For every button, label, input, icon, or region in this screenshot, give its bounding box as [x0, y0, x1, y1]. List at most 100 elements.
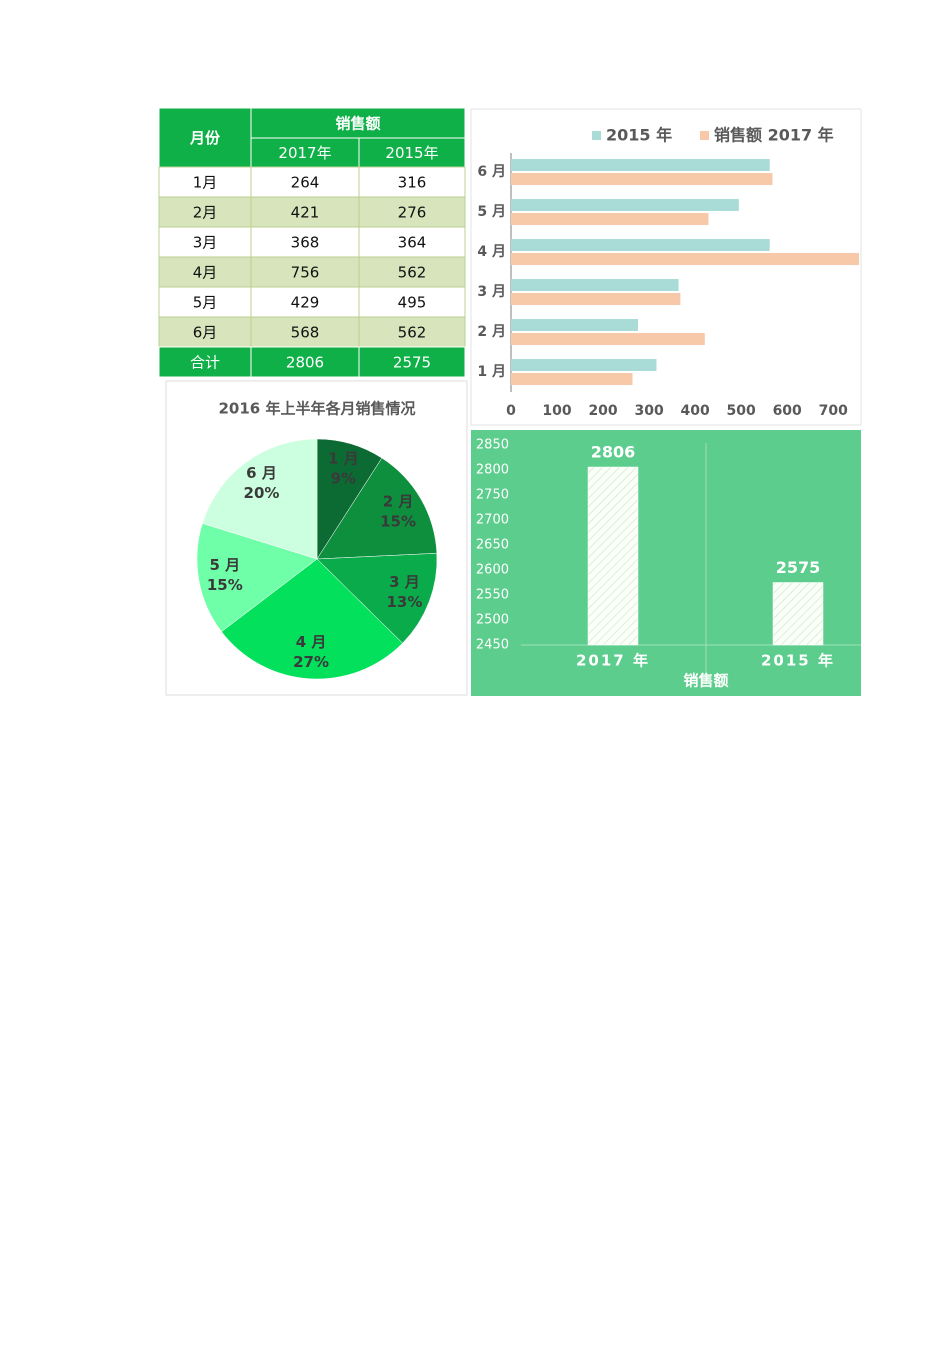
data-label: 2575 [776, 558, 821, 577]
slice-label: 2 月 [383, 493, 414, 511]
table-cell [158, 286, 252, 318]
table-cell-text: 264 [291, 174, 320, 192]
table-cell [358, 316, 466, 348]
chart-title: 2016 年上半年各月销售情况 [219, 400, 416, 418]
table-cell [250, 256, 360, 288]
total-cell: 合计 [190, 354, 220, 372]
slice-value: 15% [207, 576, 243, 594]
bar [511, 293, 681, 305]
slice-label: 6 月 [246, 464, 277, 482]
x-tick-label: 700 [819, 403, 848, 419]
x-tick-label: 0 [506, 403, 516, 419]
x-axis-title: 销售额 [683, 672, 728, 690]
table-cell-text: 562 [398, 264, 427, 282]
table-cell [358, 226, 466, 258]
x-tick-label: 200 [588, 403, 617, 419]
y-tick-label: 3 月 [477, 284, 506, 300]
slice-value: 13% [386, 593, 422, 611]
table-cell [250, 346, 360, 378]
table-cell-text: 495 [398, 294, 427, 312]
slice-label: 5 月 [209, 556, 240, 574]
y-tick-label: 2750 [476, 488, 509, 503]
column-chart-frame [471, 430, 861, 696]
y-tick-label: 2 月 [477, 324, 506, 340]
table-cell [358, 346, 466, 378]
bar [511, 253, 859, 265]
table-cell [158, 107, 252, 168]
bar [511, 199, 739, 211]
slice-value: 20% [244, 484, 280, 502]
bar [511, 359, 657, 371]
y-tick-label: 2800 [476, 463, 509, 478]
pie-slice [221, 558, 403, 680]
legend-swatch [700, 131, 709, 140]
bar [511, 319, 639, 331]
pie-slice [202, 438, 318, 560]
y-tick-label: 6 月 [477, 164, 506, 180]
table-cell [158, 346, 252, 378]
slice-value: 27% [293, 653, 329, 671]
x-tick-label: 400 [681, 403, 710, 419]
x-tick-label: 500 [727, 403, 756, 419]
table-cell [158, 256, 252, 288]
table-cell-text: 1月 [193, 174, 218, 192]
table-cell-text: 4月 [193, 264, 218, 282]
table-cell [158, 196, 252, 228]
header-cell: 2017年 [278, 144, 331, 162]
pie-slice [196, 523, 318, 633]
header-cell: 2015年 [385, 144, 438, 162]
table-cell-text: 364 [398, 234, 427, 252]
table-cell [358, 166, 466, 198]
y-tick-label: 1 月 [477, 364, 506, 380]
bar [511, 239, 770, 251]
bar [511, 159, 770, 171]
x-tick-label: 600 [773, 403, 802, 419]
bar [511, 213, 709, 225]
x-tick-label: 100 [542, 403, 571, 419]
y-tick-label: 4 月 [477, 244, 506, 260]
x-tick-label: 2017 年 [576, 652, 650, 670]
table-cell-text: 276 [398, 204, 427, 222]
bar [587, 466, 639, 646]
bar [511, 333, 705, 345]
y-tick-label: 2550 [476, 588, 509, 603]
y-tick-label: 2650 [476, 538, 509, 553]
bar [511, 279, 679, 291]
pie-slice [316, 457, 438, 560]
table-cell-text: 316 [398, 174, 427, 192]
table-cell [158, 226, 252, 258]
table-cell-text: 756 [291, 264, 320, 282]
table-cell [358, 286, 466, 318]
y-tick-label: 2700 [476, 513, 509, 528]
slice-value: 9% [331, 470, 356, 488]
y-tick-label: 2500 [476, 613, 509, 628]
legend-label: 2015 年 [606, 126, 672, 145]
slice-label: 4 月 [296, 633, 327, 651]
table-cell-text: 429 [291, 294, 320, 312]
header-cell: 销售额 [335, 115, 380, 133]
slice-value: 15% [380, 513, 416, 531]
bar [772, 582, 824, 646]
slice-label: 1 月 [328, 450, 359, 468]
total-cell: 2575 [393, 354, 431, 372]
table-cell [250, 226, 360, 258]
y-tick-label: 2450 [476, 638, 509, 653]
table-cell [250, 166, 360, 198]
legend-label: 销售额 2017 年 [714, 126, 834, 145]
table-cell-text: 2月 [193, 204, 218, 222]
table-cell-text: 562 [398, 324, 427, 342]
bar [511, 173, 773, 185]
table-cell-text: 3月 [193, 234, 218, 252]
slice-label: 3 月 [389, 573, 420, 591]
table-cell [358, 196, 466, 228]
table-cell [250, 316, 360, 348]
x-tick-label: 2015 年 [761, 652, 835, 670]
total-cell: 2806 [286, 354, 324, 372]
table-cell-text: 421 [291, 204, 320, 222]
data-label: 2806 [591, 443, 636, 462]
y-tick-label: 2850 [476, 438, 509, 453]
table-cell-text: 368 [291, 234, 320, 252]
header-cell: 月份 [189, 129, 221, 147]
